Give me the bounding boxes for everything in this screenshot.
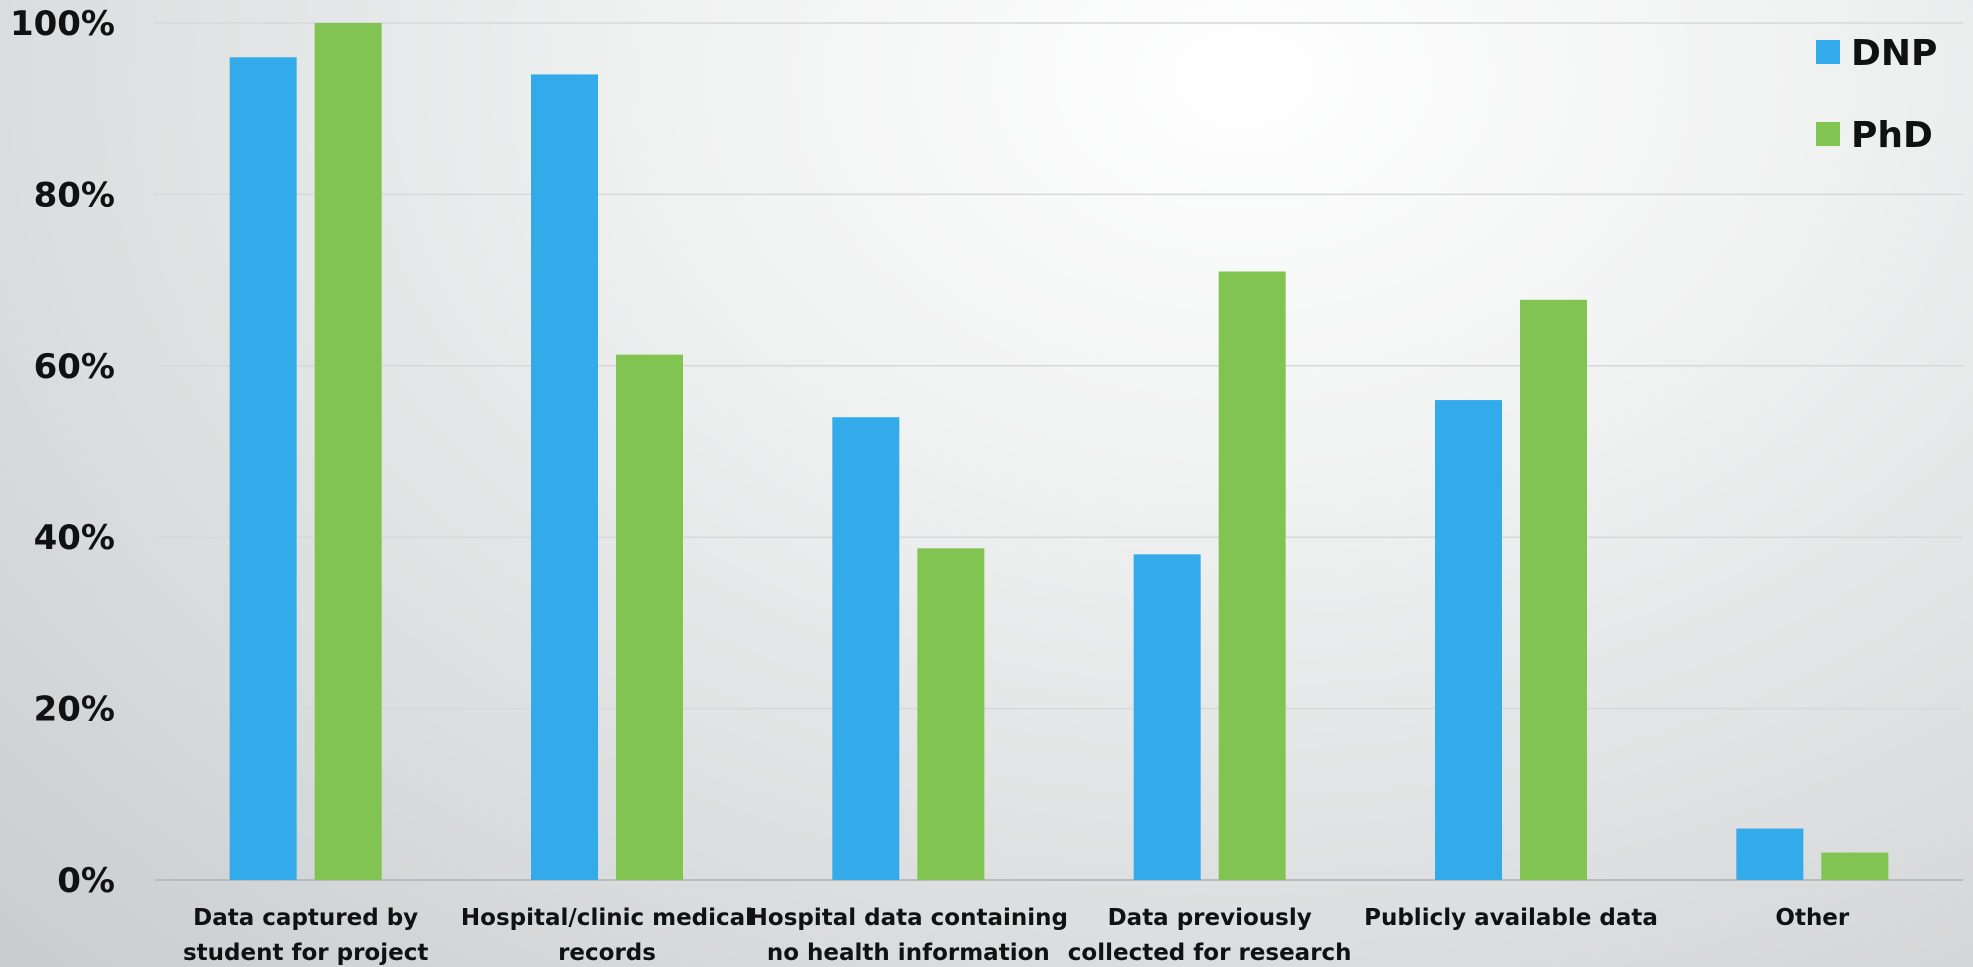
bar-phd-3 bbox=[917, 548, 985, 880]
bar-dnp-2 bbox=[531, 74, 598, 881]
y-tick-label: 100% bbox=[10, 4, 115, 44]
y-tick-label: 20% bbox=[34, 690, 115, 730]
legend-swatch-phd bbox=[1816, 122, 1840, 146]
bar-phd-6 bbox=[1821, 852, 1889, 880]
y-tick-label: 40% bbox=[34, 518, 115, 558]
y-tick-label: 80% bbox=[34, 175, 115, 215]
x-category-label: collected for research bbox=[1068, 940, 1352, 966]
x-category-label: Data previously bbox=[1108, 905, 1312, 931]
bar-phd-4 bbox=[1218, 271, 1286, 880]
y-tick-label: 0% bbox=[57, 861, 115, 901]
x-category-label: Other bbox=[1775, 905, 1850, 931]
legend-label-phd: PhD bbox=[1851, 115, 1933, 156]
bar-phd-5 bbox=[1520, 299, 1587, 880]
x-category-label: records bbox=[558, 940, 656, 966]
bar-dnp-3 bbox=[832, 417, 900, 880]
bar-dnp-1 bbox=[229, 57, 297, 880]
x-category-label: Hospital/clinic medical bbox=[461, 905, 753, 931]
legend-label-dnp: DNP bbox=[1851, 33, 1937, 74]
legend-swatch-dnp bbox=[1816, 40, 1840, 64]
bar-dnp-4 bbox=[1133, 554, 1201, 880]
x-category-label: Data captured by bbox=[193, 905, 418, 931]
bar-phd-1 bbox=[314, 23, 382, 880]
x-category-label: Publicly available data bbox=[1364, 905, 1658, 931]
bar-phd-2 bbox=[616, 354, 683, 880]
x-category-label: Hospital data containing bbox=[749, 905, 1068, 931]
x-category-label: no health information bbox=[767, 940, 1050, 966]
bar-dnp-6 bbox=[1736, 828, 1804, 880]
y-tick-label: 60% bbox=[34, 347, 115, 387]
bar-dnp-5 bbox=[1435, 400, 1502, 880]
x-category-label: student for project bbox=[183, 940, 428, 966]
